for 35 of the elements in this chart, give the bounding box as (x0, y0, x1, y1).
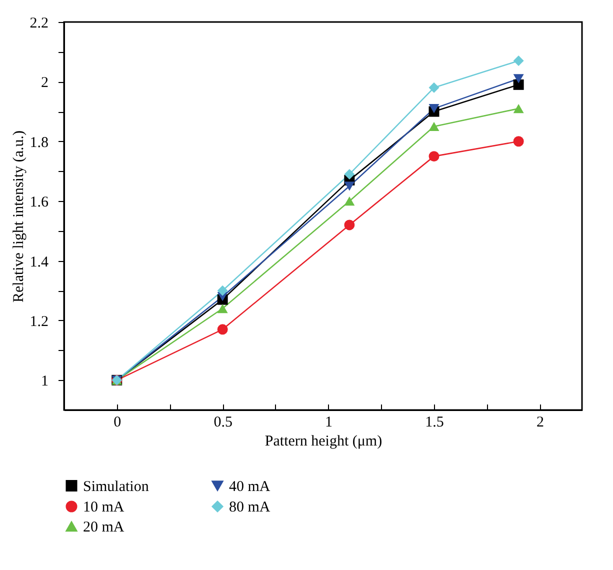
point (513, 79, 524, 90)
x-tick-label: 1 (325, 414, 333, 430)
point (344, 168, 355, 180)
x-axis-title: Pattern height (μm) (264, 434, 382, 450)
point (428, 122, 440, 132)
y-tick-label: 1.6 (30, 194, 49, 211)
y-tick-label: 1.2 (30, 314, 48, 330)
y-tick-label: 1.8 (30, 134, 48, 151)
legend-label: Simulation (83, 478, 150, 495)
point (513, 104, 524, 114)
point (344, 182, 355, 191)
y-tick-label: 1.4 (30, 254, 49, 270)
y-tick-label: 1 (41, 374, 48, 390)
x-tick-label: 0.5 (214, 414, 232, 430)
legend-label: 40 mA (229, 478, 270, 495)
legend-label: 10 mA (83, 500, 124, 516)
legend-label: 20 mA (83, 520, 124, 536)
legend-label: 80 mA (229, 500, 270, 516)
y-tick-label: 2 (41, 75, 48, 92)
point (344, 196, 355, 206)
point (428, 151, 440, 162)
point (217, 304, 228, 314)
point (217, 324, 228, 335)
point (344, 220, 355, 230)
point (428, 104, 440, 114)
point (513, 74, 524, 84)
point (217, 285, 228, 296)
x-tick-label: 0 (114, 414, 122, 430)
y-axis-title: Relative light intensity (a.u.) (10, 130, 27, 303)
y-tick-label: 2.2 (30, 16, 48, 32)
point (513, 56, 524, 66)
point (513, 136, 524, 147)
x-tick-label: 2 (536, 414, 544, 430)
x-tick-label: 1.5 (425, 414, 444, 430)
point (428, 82, 440, 93)
